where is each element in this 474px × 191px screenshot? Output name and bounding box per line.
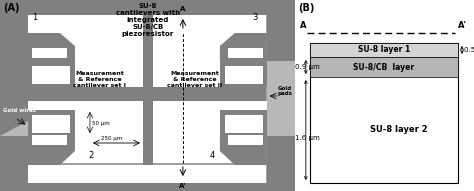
Text: (B): (B) bbox=[298, 3, 314, 13]
Bar bbox=[310, 57, 458, 77]
Bar bbox=[153, 101, 220, 136]
Bar bbox=[28, 87, 266, 101]
Bar bbox=[32, 66, 70, 84]
Bar bbox=[32, 135, 67, 145]
Bar bbox=[75, 101, 143, 136]
Text: 0.9 μm: 0.9 μm bbox=[295, 64, 319, 70]
Bar bbox=[32, 48, 67, 58]
Text: 1.6 μm: 1.6 μm bbox=[295, 135, 319, 141]
Text: SU-8
cantilevers with
integrated
SU-8/CB
piezoresistor: SU-8 cantilevers with integrated SU-8/CB… bbox=[116, 3, 180, 37]
Polygon shape bbox=[220, 33, 267, 61]
Polygon shape bbox=[28, 33, 75, 61]
Bar bbox=[28, 33, 266, 163]
Bar bbox=[0, 183, 295, 191]
Text: 1: 1 bbox=[32, 13, 37, 22]
Bar bbox=[143, 15, 153, 165]
Bar bbox=[0, 0, 28, 191]
Text: 50 μm: 50 μm bbox=[92, 121, 109, 125]
Bar bbox=[28, 165, 266, 183]
Polygon shape bbox=[220, 136, 267, 165]
Text: 2: 2 bbox=[88, 151, 93, 160]
Bar bbox=[310, 43, 458, 57]
Text: (A): (A) bbox=[3, 3, 19, 13]
Text: SU-8/CB  layer: SU-8/CB layer bbox=[353, 62, 414, 71]
Bar bbox=[228, 48, 263, 58]
Bar bbox=[153, 61, 220, 87]
Bar bbox=[225, 66, 263, 84]
Bar bbox=[28, 15, 266, 33]
Text: 4: 4 bbox=[210, 151, 215, 160]
Bar bbox=[143, 15, 153, 165]
Bar bbox=[225, 115, 263, 133]
Text: A': A' bbox=[458, 21, 467, 30]
Text: Measurement
& Reference
cantilever set I: Measurement & Reference cantilever set I bbox=[73, 71, 127, 88]
Bar bbox=[28, 15, 266, 33]
Text: 0.5 μm: 0.5 μm bbox=[464, 47, 474, 53]
Bar bbox=[32, 115, 70, 133]
Bar bbox=[220, 110, 295, 136]
Bar bbox=[28, 61, 75, 87]
Bar bbox=[153, 101, 268, 136]
Bar bbox=[32, 115, 70, 133]
Text: SU-8 layer 2: SU-8 layer 2 bbox=[370, 125, 428, 134]
Text: Gold wires: Gold wires bbox=[3, 108, 36, 113]
Text: 250 μm: 250 μm bbox=[101, 136, 123, 141]
Text: Measurement
& Reference
cantilever set II: Measurement & Reference cantilever set I… bbox=[167, 71, 223, 88]
Bar bbox=[220, 61, 295, 87]
Text: 3: 3 bbox=[252, 13, 257, 22]
Text: SU-8 layer 1: SU-8 layer 1 bbox=[358, 45, 410, 54]
Text: A: A bbox=[300, 21, 306, 30]
Bar bbox=[228, 135, 263, 145]
Bar bbox=[28, 165, 266, 183]
Bar bbox=[0, 61, 75, 87]
Polygon shape bbox=[28, 136, 75, 165]
Bar bbox=[32, 66, 70, 84]
Bar bbox=[267, 0, 295, 191]
Text: Gold
pads: Gold pads bbox=[277, 86, 292, 96]
Bar bbox=[225, 66, 263, 84]
Bar bbox=[153, 61, 268, 87]
Bar bbox=[28, 61, 143, 87]
Bar bbox=[220, 110, 267, 136]
Bar bbox=[28, 110, 75, 136]
Polygon shape bbox=[0, 121, 28, 136]
Bar bbox=[28, 101, 143, 136]
Text: A: A bbox=[180, 6, 186, 12]
Bar bbox=[75, 61, 143, 87]
Bar bbox=[0, 110, 75, 136]
Bar bbox=[267, 61, 295, 136]
Bar bbox=[225, 115, 263, 133]
Text: A': A' bbox=[179, 183, 187, 189]
Bar bbox=[220, 61, 267, 87]
Bar bbox=[0, 0, 295, 15]
Bar bbox=[310, 43, 458, 183]
